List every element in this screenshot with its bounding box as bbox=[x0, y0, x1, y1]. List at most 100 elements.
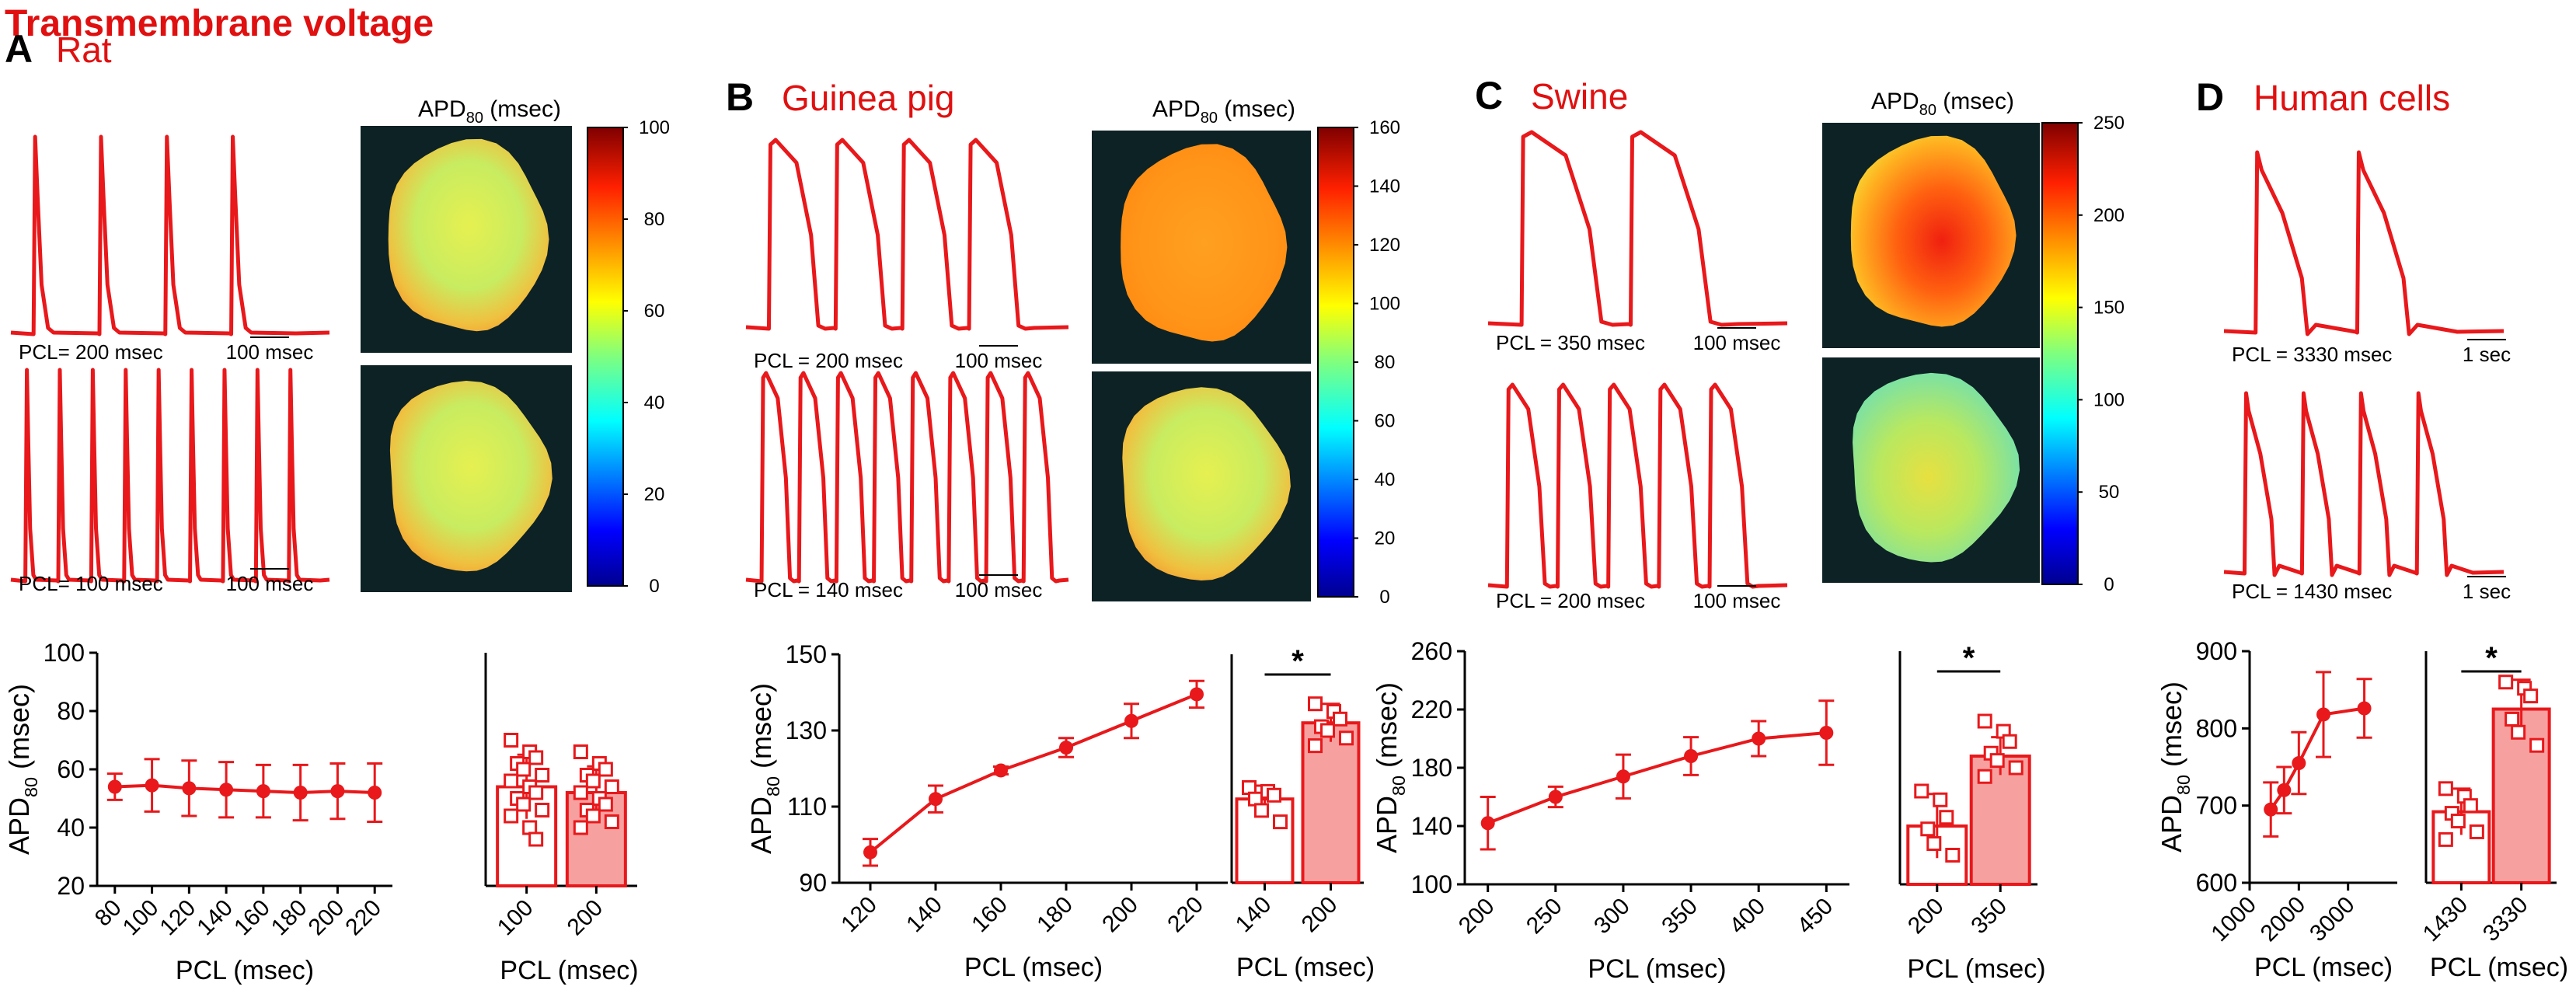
data-point bbox=[2523, 688, 2539, 704]
significance-marker: * bbox=[2485, 641, 2498, 675]
data-point bbox=[1273, 814, 1288, 830]
data-point bbox=[1920, 821, 1936, 837]
colorbar-tick-label: 60 bbox=[644, 301, 665, 322]
x-tick-label: 180 bbox=[267, 895, 312, 941]
colorbar-tick-label: 150 bbox=[2093, 298, 2125, 319]
colorbar-title: APD80 (msec) bbox=[1152, 96, 1295, 127]
data-point bbox=[2438, 781, 2453, 797]
data-point bbox=[1308, 696, 1323, 712]
action-potential-trace bbox=[10, 368, 330, 584]
apd-axis-title: APD80 (msec) bbox=[3, 684, 41, 855]
data-point bbox=[929, 792, 943, 807]
x-tick-label: 140 bbox=[192, 895, 238, 941]
data-point bbox=[1308, 738, 1323, 754]
series-line bbox=[869, 692, 1197, 854]
x-axis-title: PCL (msec) bbox=[1236, 953, 1375, 982]
data-point bbox=[1333, 711, 1347, 727]
data-point bbox=[2264, 802, 2278, 817]
data-point bbox=[2002, 734, 2017, 749]
x-tick-label: 220 bbox=[340, 895, 386, 941]
colorbar-tick-label: 20 bbox=[644, 484, 665, 505]
data-point bbox=[1124, 713, 1138, 728]
scale-bar-label: 100 msec bbox=[1693, 589, 1781, 612]
colorbar-tick-label: 80 bbox=[644, 209, 665, 230]
data-point bbox=[2498, 675, 2514, 690]
colorbar-tick-label: 140 bbox=[1369, 176, 1400, 197]
action-potential-trace bbox=[745, 371, 1069, 584]
x-tick-label: 200 bbox=[1297, 892, 1343, 938]
y-tick-label: 100 bbox=[1411, 870, 1452, 898]
pcl-label: PCL= 100 msec bbox=[19, 572, 163, 595]
apd-heart-map bbox=[388, 138, 549, 332]
x-tick-label: 160 bbox=[967, 892, 1013, 938]
panel-letter: D bbox=[2196, 75, 2224, 119]
colorbar-tick-label: 50 bbox=[2099, 482, 2120, 503]
data-point bbox=[1684, 749, 1699, 763]
species-label: Human cells bbox=[2254, 78, 2450, 118]
data-point bbox=[2505, 711, 2520, 727]
scale-bar-label: 1 sec bbox=[2463, 580, 2511, 603]
action-potential-trace bbox=[10, 134, 330, 336]
x-tick-label: 3330 bbox=[2478, 892, 2533, 947]
x-tick-label: 140 bbox=[1231, 892, 1277, 938]
data-point bbox=[1752, 731, 1766, 746]
colorbar-tick-label: 0 bbox=[649, 576, 659, 597]
x-axis-title: PCL (msec) bbox=[176, 956, 314, 985]
x-tick-label: 100 bbox=[118, 895, 164, 941]
data-point bbox=[1933, 792, 1948, 807]
y-tick-label: 260 bbox=[1411, 637, 1452, 665]
x-tick-label: 200 bbox=[1454, 894, 1500, 939]
x-tick-label: 200 bbox=[1097, 892, 1143, 938]
apd-heart-map bbox=[1850, 135, 2017, 327]
data-point bbox=[585, 773, 601, 789]
y-tick-label: 40 bbox=[57, 814, 85, 842]
x-axis-title: PCL (msec) bbox=[1588, 954, 1726, 984]
panel-letter: A bbox=[5, 27, 33, 71]
x-tick-label: 3000 bbox=[2305, 892, 2360, 947]
data-point bbox=[528, 831, 544, 847]
colorbar-tick-label: 80 bbox=[1375, 352, 1396, 373]
data-point bbox=[504, 733, 519, 748]
pcl-label: PCL= 200 msec bbox=[19, 340, 163, 364]
data-point bbox=[368, 786, 382, 800]
data-point bbox=[1480, 816, 1495, 831]
data-point bbox=[2357, 701, 2372, 716]
y-tick-label: 180 bbox=[1411, 754, 1452, 782]
y-tick-label: 20 bbox=[57, 872, 85, 900]
x-tick-label: 100 bbox=[493, 895, 539, 941]
apd-axis-title: APD80 (msec) bbox=[745, 683, 783, 854]
data-point bbox=[219, 783, 234, 797]
data-point bbox=[1989, 753, 2005, 769]
data-point bbox=[1819, 726, 1834, 740]
apd-heart-map bbox=[389, 381, 552, 572]
pcl-label: PCL = 3330 msec bbox=[2232, 343, 2392, 366]
x-axis-title: PCL (msec) bbox=[500, 956, 638, 985]
x-tick-label: 200 bbox=[1903, 894, 1949, 939]
y-tick-label: 60 bbox=[57, 755, 85, 783]
data-point bbox=[1977, 713, 1992, 729]
panel-swine: C Swine PCL = 350 msec 100 msec PCL = 200 ms… bbox=[1371, 74, 2125, 984]
colorbar-tick-label: 160 bbox=[1369, 117, 1400, 138]
x-tick-label: 1430 bbox=[2418, 892, 2473, 947]
apd-heart-map bbox=[1122, 387, 1291, 580]
pcl-label: PCL = 1430 msec bbox=[2232, 580, 2392, 603]
x-tick-label: 140 bbox=[901, 892, 947, 938]
data-point bbox=[2316, 707, 2330, 722]
colorbar-tick-label: 0 bbox=[2104, 574, 2114, 595]
data-point bbox=[516, 762, 532, 777]
y-tick-label: 800 bbox=[2196, 714, 2237, 742]
data-point bbox=[528, 785, 544, 800]
x-tick-label: 450 bbox=[1793, 894, 1839, 939]
data-point bbox=[528, 750, 544, 765]
y-tick-label: 130 bbox=[786, 716, 827, 744]
action-potential-trace bbox=[2223, 391, 2505, 577]
action-potential-trace bbox=[745, 138, 1069, 331]
data-point bbox=[1548, 790, 1563, 804]
x-axis-title: PCL (msec) bbox=[2430, 953, 2568, 982]
data-point bbox=[107, 779, 122, 794]
data-point bbox=[1267, 787, 1281, 803]
data-point bbox=[573, 785, 588, 800]
species-label: Rat bbox=[56, 30, 112, 70]
apd-heart-map bbox=[1121, 144, 1288, 342]
